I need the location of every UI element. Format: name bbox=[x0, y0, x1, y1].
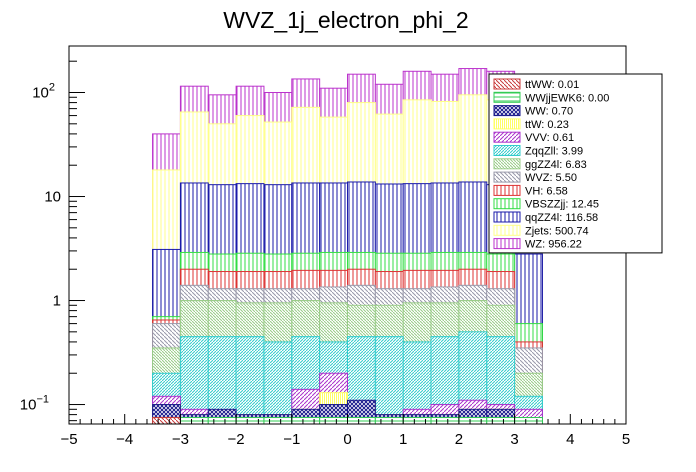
x-tick-label: 0 bbox=[343, 431, 351, 448]
legend-swatch-zqqzll bbox=[493, 145, 521, 156]
legend-swatch-qqzz4l bbox=[493, 211, 521, 223]
legend-label-wvz: WVZ: 5.50 bbox=[525, 172, 577, 184]
bar-wwjjewk6-6 bbox=[319, 417, 348, 425]
bar-ttww-0 bbox=[152, 417, 181, 425]
y-axis: 10−1 1 10 102 bbox=[20, 60, 85, 422]
x-tick-label: −5 bbox=[60, 431, 77, 448]
legend-label-vh: VH: 6.58 bbox=[525, 185, 568, 197]
bar-zqqzll-8 bbox=[374, 336, 404, 425]
x-tick-label: −3 bbox=[172, 431, 189, 448]
x-tick-label: −1 bbox=[283, 431, 300, 448]
y-tick-label: 1 bbox=[53, 293, 61, 310]
legend-swatch-vvv bbox=[493, 131, 521, 143]
legend-label-ww: WW: 0.70 bbox=[525, 106, 573, 118]
bar-wwjjewk6-4 bbox=[263, 417, 293, 425]
legend-label-zqqzll: ZqqZll: 3.99 bbox=[525, 146, 583, 158]
bar-zqqzll-4 bbox=[263, 341, 293, 425]
legend-swatch-ggzz4l bbox=[493, 158, 521, 170]
bar-wwjjewk6-10 bbox=[430, 417, 460, 425]
x-tick-label: −2 bbox=[228, 431, 245, 448]
x-tick-label: 4 bbox=[566, 431, 574, 448]
legend-swatch-wwjjewk6 bbox=[493, 91, 521, 103]
x-tick-label: −4 bbox=[116, 431, 133, 448]
y-tick-label: 10−1 bbox=[20, 394, 49, 414]
bar-wwjjewk6-3 bbox=[235, 417, 265, 425]
legend-label-zjets: Zjets: 500.74 bbox=[525, 225, 589, 237]
legend-swatch-wz bbox=[493, 238, 521, 250]
x-tick-label: 3 bbox=[510, 431, 518, 448]
legend-swatch-vh bbox=[493, 184, 521, 196]
legend-label-vvv: VVV: 0.61 bbox=[525, 132, 574, 144]
x-tick-label: 2 bbox=[455, 431, 463, 448]
legend-label-ggzz4l: ggZZ4l: 6.83 bbox=[525, 159, 587, 171]
bar-wwjjewk6-11 bbox=[458, 417, 488, 425]
y-tick-label: 102 bbox=[32, 82, 55, 102]
legend-swatch-ttww bbox=[493, 78, 521, 90]
legend-label-wz: WZ: 956.22 bbox=[525, 239, 582, 251]
bar-wwjjewk6-13 bbox=[514, 417, 543, 425]
histogram-bars bbox=[152, 68, 543, 425]
y-tick-label: 10 bbox=[44, 189, 61, 206]
bar-wwjjewk6-7 bbox=[347, 417, 376, 425]
bar-wwjjewk6-5 bbox=[291, 417, 321, 425]
legend-swatch-wvz bbox=[493, 171, 521, 183]
legend-label-vbszzjj: VBSZZjj: 12.45 bbox=[525, 199, 599, 211]
x-tick-label: 5 bbox=[622, 431, 630, 448]
bar-wwjjewk6-1 bbox=[179, 417, 209, 425]
bar-wwjjewk6-2 bbox=[207, 417, 237, 425]
legend-label-ttww: ttWW: 0.01 bbox=[525, 79, 579, 91]
series-ttww bbox=[152, 417, 181, 425]
legend-swatch-zjets bbox=[493, 224, 521, 236]
legend-swatch-ttw bbox=[493, 118, 521, 130]
chart-title: WVZ_1j_electron_phi_2 bbox=[223, 7, 468, 33]
bar-wwjjewk6-12 bbox=[486, 417, 516, 425]
legend-swatch-vbszzjj bbox=[493, 198, 521, 210]
bar-wwjjewk6-9 bbox=[402, 417, 432, 425]
legend-label-ttw: ttW: 0.23 bbox=[525, 119, 569, 131]
x-tick-label: 1 bbox=[399, 431, 407, 448]
bar-zqqzll-3 bbox=[235, 336, 265, 425]
legend-swatch-ww bbox=[493, 105, 521, 117]
legend-label-qqzz4l: qqZZ4l: 116.58 bbox=[525, 212, 598, 224]
bar-wwjjewk6-8 bbox=[374, 417, 404, 425]
x-axis: −5 −4 −3 −2 −1 0 1 2 3 4 5 bbox=[60, 414, 630, 448]
legend-label-wwjjewk6: WWjjEWK6: 0.00 bbox=[525, 92, 609, 104]
